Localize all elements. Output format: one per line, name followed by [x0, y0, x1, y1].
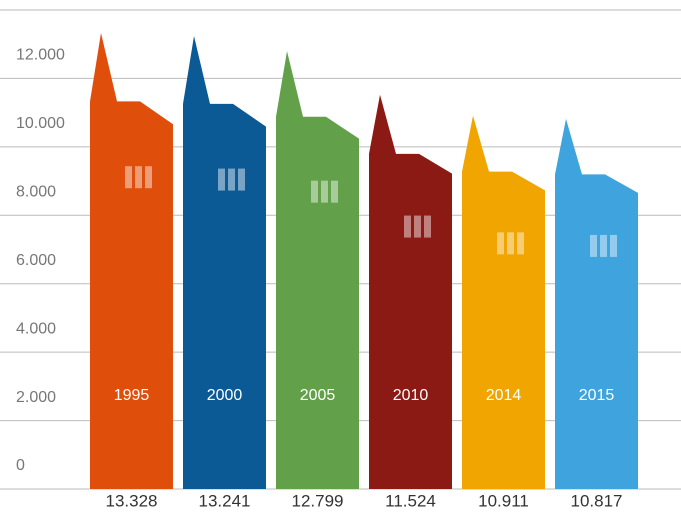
window	[311, 180, 318, 203]
bar	[555, 118, 638, 490]
y-tick-label: 12.000	[16, 47, 65, 64]
y-tick-label: 8.000	[16, 184, 56, 201]
y-tick-label: 0	[16, 457, 25, 474]
category-label: 2005	[300, 387, 336, 404]
window	[517, 232, 524, 255]
value-label: 10.911	[478, 491, 529, 510]
value-label: 12.799	[292, 491, 344, 510]
category-label: 2015	[579, 387, 615, 404]
category-label: 2014	[486, 387, 522, 404]
value-label: 13.241	[199, 491, 251, 510]
bar	[276, 51, 359, 489]
window	[145, 166, 152, 189]
window	[218, 168, 225, 191]
window	[125, 166, 132, 189]
window	[600, 234, 607, 257]
window	[238, 168, 245, 191]
value-label: 13.328	[106, 491, 158, 510]
window	[610, 234, 617, 257]
window	[321, 180, 328, 203]
value-label: 11.524	[385, 491, 436, 510]
window	[331, 180, 338, 203]
y-tick-label: 10.000	[16, 115, 65, 132]
bar	[183, 35, 266, 490]
category-label: 2000	[207, 387, 243, 404]
window	[507, 232, 514, 255]
window	[228, 168, 235, 191]
category-label: 2010	[393, 387, 429, 404]
window	[424, 215, 431, 238]
y-tick-label: 4.000	[16, 320, 56, 337]
y-tick-label: 2.000	[16, 389, 56, 406]
bar	[462, 115, 545, 489]
window	[590, 234, 597, 257]
window	[135, 166, 142, 189]
window	[497, 232, 504, 255]
value-label: 10.817	[571, 491, 623, 510]
category-label: 1995	[114, 387, 150, 404]
y-tick-label: 6.000	[16, 252, 56, 269]
window	[404, 215, 411, 238]
bar	[369, 94, 452, 489]
window	[414, 215, 421, 238]
bar	[90, 32, 173, 489]
